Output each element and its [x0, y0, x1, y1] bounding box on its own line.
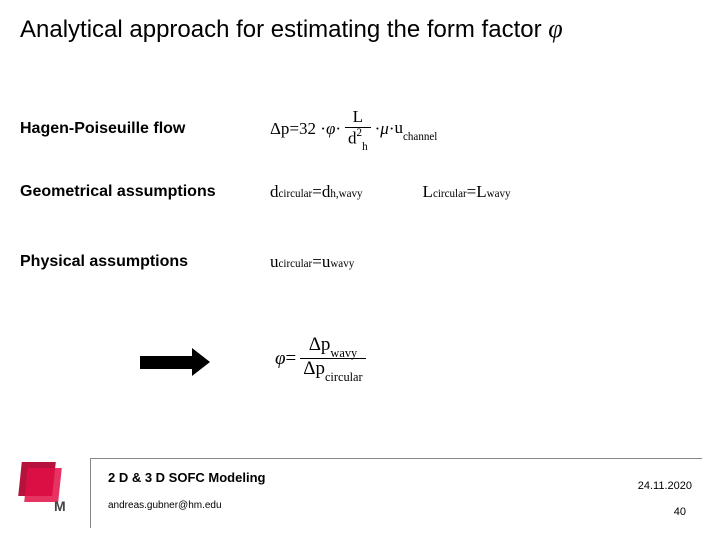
eq-dpc: Δp	[303, 358, 325, 379]
eq-sub-channel: channel	[403, 131, 437, 143]
slide-title: Analytical approach for estimating the f…	[20, 14, 563, 44]
eq-eq3: =	[467, 182, 477, 202]
footer-title: 2 D & 3 D SOFC Modeling	[108, 470, 265, 485]
eq-hagen-poiseuille: Δp = 32 · φ · L d2h · μ · uchannel	[270, 108, 437, 151]
eq-Lwavy: L	[476, 182, 486, 202]
eq-u: u	[394, 118, 403, 137]
eq-eq2: =	[312, 182, 322, 202]
eq-mu: μ	[380, 119, 389, 139]
eq-sub-hwavy: h,wavy	[330, 188, 362, 200]
eq-subh: h	[362, 141, 368, 153]
eq-sup2: 2	[357, 127, 363, 139]
eq-L-circular: Lcircular = Lwavy	[423, 182, 511, 202]
eq-dpwavy: Δpwavy	[306, 335, 360, 358]
row-hagen-poiseuille: Hagen-Poiseuille flow Δp = 32 · φ · L d2…	[20, 108, 437, 151]
eq-32: 32 ·	[299, 119, 326, 139]
arrow-head	[192, 348, 210, 376]
logo-letter: M	[54, 498, 66, 514]
eq-result-phi: φ = Δpwavy Δpcircular	[275, 335, 370, 383]
eq-ucirc: u	[270, 252, 279, 272]
eq-L: L	[350, 108, 366, 127]
footer-divider-horizontal	[90, 458, 702, 459]
slide: Analytical approach for estimating the f…	[0, 0, 720, 540]
eq-dcirc: d	[270, 182, 279, 202]
label-hagen-poiseuille: Hagen-Poiseuille flow	[20, 120, 240, 138]
eq-sub-wavy1: wavy	[487, 188, 511, 200]
eq-d: d	[348, 128, 357, 147]
footer-page-number: 40	[674, 506, 686, 518]
row-physical: Physical assumptions ucircular = uwavy	[20, 252, 354, 272]
arrow-icon	[140, 348, 210, 376]
footer-divider-vertical	[90, 458, 91, 528]
eq-dot1: ·	[335, 119, 341, 139]
row-geometrical: Geometrical assumptions dcircular = dh,w…	[20, 182, 511, 202]
title-phi: φ	[548, 14, 562, 43]
eq-dpcirc: Δpcircular	[300, 358, 365, 382]
footer-email: andreas.gubner@hm.edu	[108, 500, 222, 511]
footer-date: 24.11.2020	[638, 480, 692, 492]
eq-sub-circ1: circular	[279, 188, 313, 200]
eq-sub-circ3: circular	[279, 258, 313, 270]
eq-sub-wavy3: wavy	[330, 346, 357, 360]
eq-eq5: =	[286, 348, 297, 370]
arrow-shaft	[140, 356, 192, 369]
eq-uwavy: u	[322, 252, 331, 272]
eq-sub-wavy2: wavy	[330, 258, 354, 270]
eq-Lcirc: L	[423, 182, 433, 202]
eq-dpw: Δp	[309, 334, 331, 355]
title-text: Analytical approach for estimating the f…	[20, 16, 548, 43]
eq-frac-dp: Δpwavy Δpcircular	[300, 335, 365, 383]
label-physical: Physical assumptions	[20, 253, 240, 271]
eq-equals: =	[289, 119, 299, 139]
eq-u-circular: ucircular = uwavy	[270, 252, 354, 272]
eq-dp: Δp	[270, 119, 289, 139]
eq-sub-circ4: circular	[325, 370, 363, 384]
eq-dh2: d2 h	[345, 127, 371, 151]
eq-frac-Ld: L d2 h	[345, 108, 371, 151]
logo-shape-front	[24, 468, 62, 502]
label-geometrical: Geometrical assumptions	[20, 183, 240, 201]
eq-sub-circ2: circular	[433, 188, 467, 200]
eq-uchannel: uchannel	[394, 118, 437, 140]
eq-dhw: d	[322, 182, 331, 202]
eq-eq4: =	[312, 252, 322, 272]
logo-icon: M	[20, 462, 66, 508]
eq-phi: φ	[326, 119, 335, 139]
eq-phi2: φ	[275, 348, 286, 370]
eq-d-circular: dcircular = dh,wavy	[270, 182, 363, 202]
